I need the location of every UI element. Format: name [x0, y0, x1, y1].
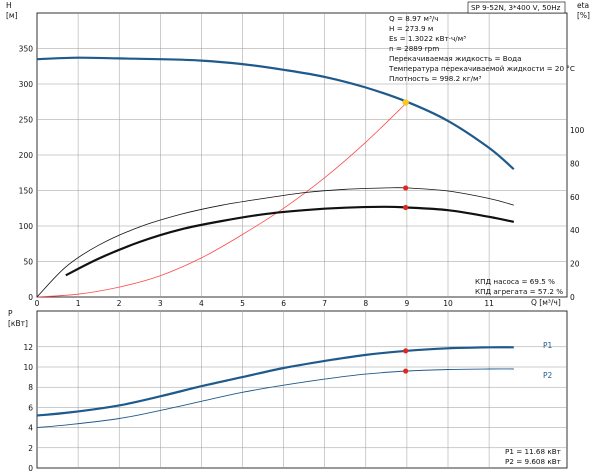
info-line: H = 273.9 м [389, 24, 433, 33]
y-tick-label: 0 [28, 464, 33, 473]
qh-y2-label: eta [577, 1, 589, 10]
qh-y-unit: [м] [6, 11, 18, 20]
x-tick-label: 1 [76, 299, 81, 308]
operating-point [402, 99, 409, 106]
power-y-unit: [кВт] [8, 319, 28, 328]
power-ticks: 0 2 4 6 8 10 12 [23, 343, 33, 473]
unit-efficiency-label: КПД агрегата = 57.2 % [475, 287, 563, 296]
power-operating-points [403, 348, 409, 374]
power-curve-P1 [36, 346, 514, 417]
y-tick-label: 350 [19, 45, 34, 54]
y-tick-label: 300 [19, 80, 34, 89]
y-tick-label: 10 [23, 363, 33, 372]
curve-2 [36, 187, 514, 298]
x-tick-label: 7 [322, 299, 327, 308]
p2-series-label: P2 [543, 371, 553, 380]
curve-3 [65, 205, 515, 277]
y-tick-label: 200 [19, 151, 34, 160]
x-tick-label: 10 [443, 299, 453, 308]
power-plot-area [36, 310, 568, 469]
power-curves [36, 346, 514, 429]
qh-y2-unit: [%] [577, 11, 590, 20]
power-grid [37, 311, 567, 468]
operating-point [403, 368, 409, 374]
x-tick-label: 8 [363, 299, 368, 308]
info-line: Es = 1.3022 кВт·ч/м³ [389, 34, 466, 43]
info-line: Плотность = 998.2 кг/м³ [389, 74, 481, 83]
p1-series-label: P1 [543, 341, 553, 350]
info-line: n = 2889 rpm [389, 44, 439, 53]
y2-tick-label: 0 [570, 293, 575, 302]
qh-curves [36, 56, 515, 298]
qh-x-label: Q [м³/ч] [531, 298, 561, 307]
y2-tick-label: 40 [570, 226, 580, 235]
y-tick-label: 12 [23, 343, 33, 352]
operating-point [403, 185, 409, 191]
x-tick-label: 6 [281, 299, 286, 308]
y2-tick-label: 60 [570, 193, 580, 202]
y-tick-label: 2 [28, 444, 33, 453]
p2-value-label: P2 = 9.608 кВт [505, 457, 561, 466]
pump-efficiency-label: КПД насоса = 69.5 % [475, 277, 555, 286]
power-y-label: P [8, 309, 13, 318]
p1-value-label: P1 = 11.68 кВт [505, 447, 561, 456]
operating-point [403, 204, 409, 211]
info-line: Перекачиваемая жидкость = Вода [389, 54, 522, 63]
y-tick-label: 4 [28, 424, 33, 433]
qh-ticks: 0 1 2 3 4 5 6 7 8 9 10 11 0 50 100 150 200 250 300 350 0 20 40… [19, 45, 585, 309]
duty-point-info: Q = 8.97 м³/ч H = 273.9 м Es = 1.3022 кВ… [388, 14, 575, 83]
chart-title: SP 9-52N, 3*400 V, 50Hz [471, 3, 561, 12]
curve-0 [36, 56, 515, 171]
x-tick-label: 11 [484, 299, 494, 308]
x-tick-label: 3 [158, 299, 163, 308]
x-tick-label: 4 [199, 299, 204, 308]
info-line: Температура перекачиваемой жидкости = 20… [388, 64, 575, 73]
x-tick-label: 5 [240, 299, 245, 308]
efficiency-info: КПД насоса = 69.5 % КПД агрегата = 57.2 … [475, 277, 563, 296]
y2-tick-label: 20 [570, 260, 580, 269]
chart-title-box [467, 1, 566, 14]
power-chart: 0 2 4 6 8 10 12 P [кВт] P1 P2 P1 = 11.68 кВт P… [8, 309, 568, 473]
y-tick-label: 0 [28, 293, 33, 302]
y-tick-label: 50 [23, 258, 33, 267]
y2-tick-label: 100 [570, 126, 585, 135]
curve-1 [36, 102, 408, 298]
y2-tick-label: 80 [570, 159, 580, 168]
operating-point [403, 348, 409, 354]
y-tick-label: 8 [28, 383, 33, 392]
power-curve-P2 [36, 368, 514, 429]
qh-grid [37, 13, 567, 297]
qh-chart: 0 1 2 3 4 5 6 7 8 9 10 11 0 50 100 150 200 250 300 350 0 20 40… [6, 1, 590, 308]
y-tick-label: 6 [28, 403, 33, 412]
qh-y-label: H [6, 1, 12, 10]
x-tick-label: 9 [405, 299, 410, 308]
info-line: Q = 8.97 м³/ч [389, 14, 439, 23]
y-tick-label: 250 [19, 116, 34, 125]
qh-operating-points [402, 99, 409, 211]
y-tick-label: 100 [19, 222, 34, 231]
y-tick-label: 150 [19, 187, 34, 196]
x-tick-label: 0 [35, 299, 40, 308]
x-tick-label: 2 [117, 299, 122, 308]
